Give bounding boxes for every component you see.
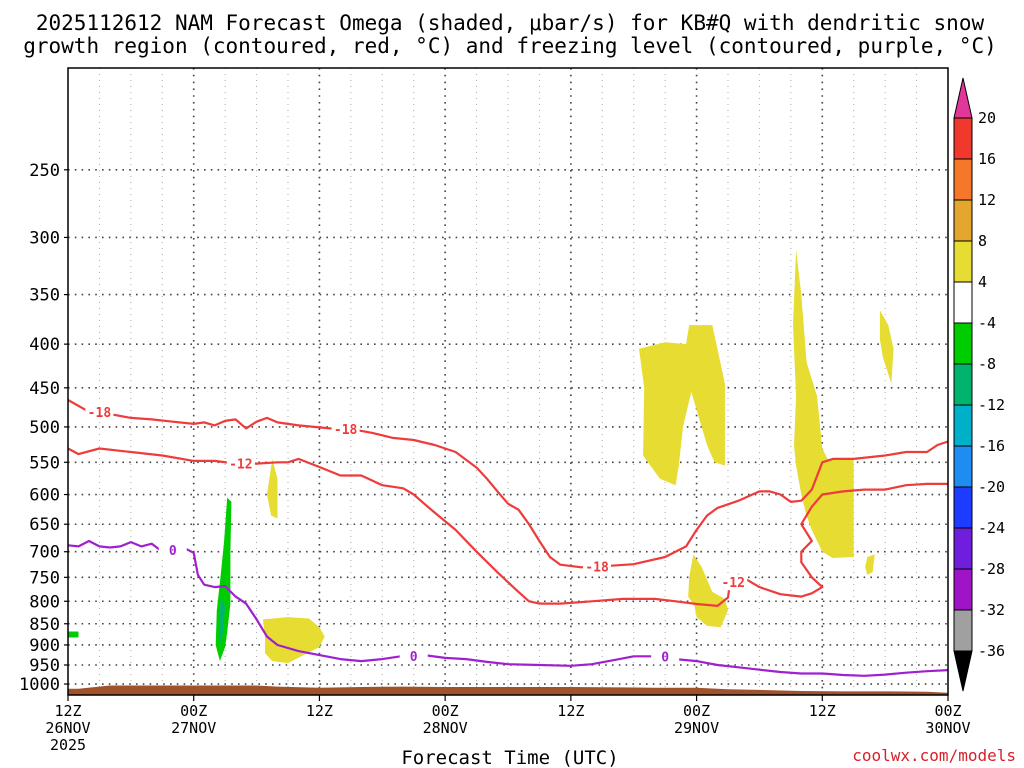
isotherm-minus12-label: -12 [229, 458, 252, 473]
isotherm-minus12 [68, 447, 948, 608]
colorbar: 20 16 12 8 4 -4 -8 -12 -16 -20 -24 -28 -32 -36 [953, 77, 1005, 692]
freezing-level-line-label-bg [158, 542, 187, 559]
isotherm-minus12-label: -12 [721, 576, 744, 591]
omega-region [68, 631, 79, 638]
y-tick-label: 500 [29, 418, 60, 438]
x-tick-label: 28NOV [423, 719, 468, 737]
colorbar-level-label: -8 [978, 355, 996, 373]
colorbar-level-label: -20 [978, 478, 1005, 496]
freezing-level-line-label-bg [399, 647, 428, 664]
x-axis-label: Forecast Time (UTC) [401, 747, 618, 768]
colorbar-level-label: 12 [978, 191, 996, 209]
omega-region [865, 554, 875, 575]
x-tick-label: 12Z [557, 702, 584, 720]
omega-region [793, 249, 854, 558]
y-tick-label: 600 [29, 486, 60, 506]
freezing-level-line-label: 0 [169, 544, 177, 559]
y-tick-label: 850 [29, 615, 60, 635]
isotherm-minus18-label-bg [331, 421, 360, 438]
colorbar-swatch [953, 199, 973, 242]
y-tick-label: 950 [29, 656, 60, 676]
y-tick-label: 550 [29, 453, 60, 473]
colorbar-swatch [953, 240, 973, 283]
x-tick-label: 12Z [809, 702, 836, 720]
plot-area: -18 -18 -18 -12 -12 0 0 0 250 300 350 400 450 500 550 6… [19, 67, 971, 754]
colorbar-swatch [953, 445, 973, 488]
colorbar-bottom-arrow [953, 650, 973, 692]
colorbar-swatch [953, 568, 973, 611]
freezing-level-line-label: 0 [661, 650, 669, 665]
colorbar-swatch [953, 609, 973, 652]
y-tick-label: 750 [29, 568, 60, 588]
colorbar-swatch [953, 527, 973, 570]
colorbar-swatch [953, 322, 973, 365]
chart-title-line-1: 2025112612 NAM Forecast Omega (shaded, μ… [36, 11, 985, 35]
x-tick-label: 12Z [306, 702, 333, 720]
y-tick-label: 900 [29, 636, 60, 656]
colorbar-swatch [953, 158, 973, 201]
colorbar-swatch [953, 281, 973, 324]
omega-region [267, 458, 278, 519]
isotherm-minus18-label-bg [85, 403, 114, 420]
isotherm-minus18-label: -18 [88, 406, 112, 421]
x-tick-label: 00Z [432, 702, 459, 720]
x-tick-label: 26NOV [45, 719, 90, 737]
y-tick-label: 700 [29, 543, 60, 563]
y-tick-label: 350 [29, 286, 60, 306]
isotherm-minus18 [68, 399, 948, 569]
colorbar-level-label: 16 [978, 150, 996, 168]
chart-title-line-2: growth region (contoured, red, °C) and f… [23, 34, 997, 58]
colorbar-swatch [953, 404, 973, 447]
y-tick-label: 250 [29, 161, 60, 181]
y-tick-label: 800 [29, 592, 60, 612]
x-tick-label: 12Z [54, 702, 81, 720]
omega-region [218, 596, 226, 645]
colorbar-level-label: 20 [978, 109, 996, 127]
x-tick-label: 00Z [683, 702, 710, 720]
colorbar-swatch [953, 117, 973, 160]
credit-text: coolwx.com/models [852, 746, 1016, 765]
colorbar-level-label: 4 [978, 273, 987, 291]
x-tick-label: 30NOV [925, 719, 970, 737]
isotherm-minus18-label: -18 [334, 423, 358, 438]
colorbar-top-arrow [953, 77, 973, 119]
freezing-level-line-label: 0 [410, 650, 418, 665]
y-tick-label: 1000 [19, 675, 60, 695]
colorbar-level-label: -28 [978, 560, 1005, 578]
isotherm-minus12-label-bg [719, 574, 748, 591]
terrain-fill [68, 685, 948, 695]
isotherm-minus18-label-bg [583, 558, 612, 575]
data-layer: -18 -18 -18 -12 -12 0 0 0 [68, 249, 948, 695]
omega-region [639, 325, 725, 486]
x-tick-label: 00Z [934, 702, 961, 720]
colorbar-level-label: -24 [978, 519, 1005, 537]
isotherm-minus18-label: -18 [585, 560, 609, 575]
colorbar-level-label: -32 [978, 601, 1005, 619]
freezing-level-line-label-bg [651, 648, 680, 665]
x-tick-label: 27NOV [171, 719, 216, 737]
colorbar-level-label: -4 [978, 314, 996, 332]
colorbar-level-label: -16 [978, 437, 1005, 455]
x-tick-label: 29NOV [674, 719, 719, 737]
x-tick-label: 00Z [180, 702, 207, 720]
omega-region [879, 310, 894, 384]
colorbar-swatch [953, 363, 973, 406]
y-tick-label: 450 [29, 379, 60, 399]
omega-region [688, 554, 728, 628]
isotherm-minus12-label-bg [226, 455, 255, 472]
x-tick-label: 2025 [50, 736, 86, 754]
y-tick-label: 400 [29, 335, 60, 355]
y-tick-label: 650 [29, 515, 60, 535]
colorbar-level-label: 8 [978, 232, 987, 250]
colorbar-level-label: -36 [978, 642, 1005, 660]
colorbar-swatch [953, 486, 973, 529]
colorbar-level-label: -12 [978, 396, 1005, 414]
y-tick-label: 300 [29, 228, 60, 248]
plot-frame [67, 67, 949, 696]
omega-region [262, 617, 325, 664]
